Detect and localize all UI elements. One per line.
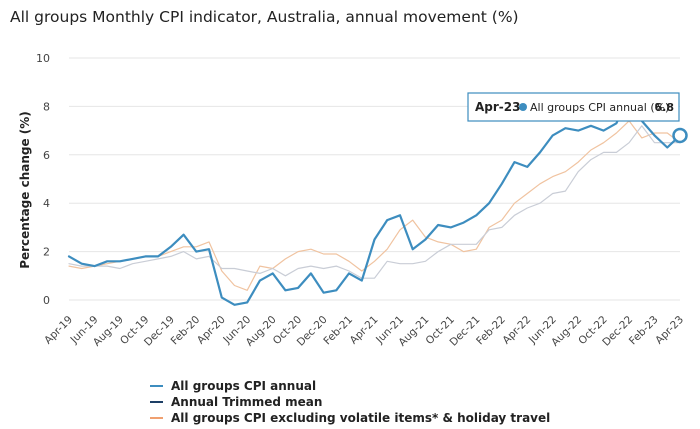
tooltip-marker-icon bbox=[519, 103, 527, 111]
highlight-point[interactable] bbox=[672, 127, 688, 144]
tooltip-label: All groups CPI annual (%): bbox=[530, 101, 673, 114]
chart-title: All groups Monthly CPI indicator, Austra… bbox=[10, 8, 519, 26]
tooltip: Apr-23 All groups CPI annual (%):6.8 bbox=[467, 92, 680, 122]
x-tick-label: Feb-23 bbox=[627, 314, 661, 348]
legend-label-cpi: All groups CPI annual bbox=[171, 379, 317, 393]
y-axis-label: Percentage change (%) bbox=[18, 111, 32, 269]
legend-swatch-excl bbox=[150, 417, 163, 419]
series-line-excl[interactable] bbox=[68, 120, 681, 291]
legend-swatch-cpi bbox=[150, 385, 163, 387]
legend-item-excl[interactable]: All groups CPI excluding volatile items*… bbox=[150, 410, 550, 426]
x-axis: Apr-19Jun-19Aug-19Oct-19Dec-19Feb-20Apr-… bbox=[42, 314, 686, 349]
legend-item-cpi[interactable]: All groups CPI annual bbox=[150, 378, 550, 394]
y-tick-label: 0 bbox=[43, 294, 50, 307]
x-tick-label: Apr-19 bbox=[42, 314, 75, 347]
y-tick-label: 6 bbox=[43, 149, 50, 162]
tooltip-date: Apr-23 bbox=[475, 100, 520, 114]
x-tick-label: Apr-21 bbox=[348, 314, 381, 347]
series-line-gray[interactable] bbox=[68, 125, 681, 279]
x-tick-label: Feb-22 bbox=[474, 314, 508, 348]
y-axis: 0 2 4 6 8 10 bbox=[36, 52, 50, 307]
series-lines bbox=[67, 95, 688, 306]
y-tick-label: 4 bbox=[43, 197, 50, 210]
legend-label-excl: All groups CPI excluding volatile items*… bbox=[171, 411, 551, 425]
legend: All groups CPI annual Annual Trimmed mea… bbox=[150, 378, 550, 426]
x-tick-label: Apr-22 bbox=[500, 314, 533, 347]
x-tick-label: Apr-23 bbox=[653, 314, 686, 347]
x-tick-label: Feb-21 bbox=[321, 314, 355, 348]
tooltip-box bbox=[467, 92, 680, 122]
y-tick-label: 8 bbox=[43, 100, 50, 113]
y-tick-label: 10 bbox=[36, 52, 50, 65]
y-tick-label: 2 bbox=[43, 246, 50, 259]
legend-swatch-trimmed bbox=[150, 401, 163, 403]
series-line-cpi[interactable] bbox=[67, 95, 682, 306]
tooltip-value: 6.8 bbox=[655, 101, 675, 114]
legend-item-trimmed[interactable]: Annual Trimmed mean bbox=[150, 394, 550, 410]
x-tick-label: Apr-20 bbox=[195, 314, 228, 347]
x-tick-label: Feb-20 bbox=[169, 314, 203, 348]
legend-label-trimmed: Annual Trimmed mean bbox=[171, 395, 323, 409]
